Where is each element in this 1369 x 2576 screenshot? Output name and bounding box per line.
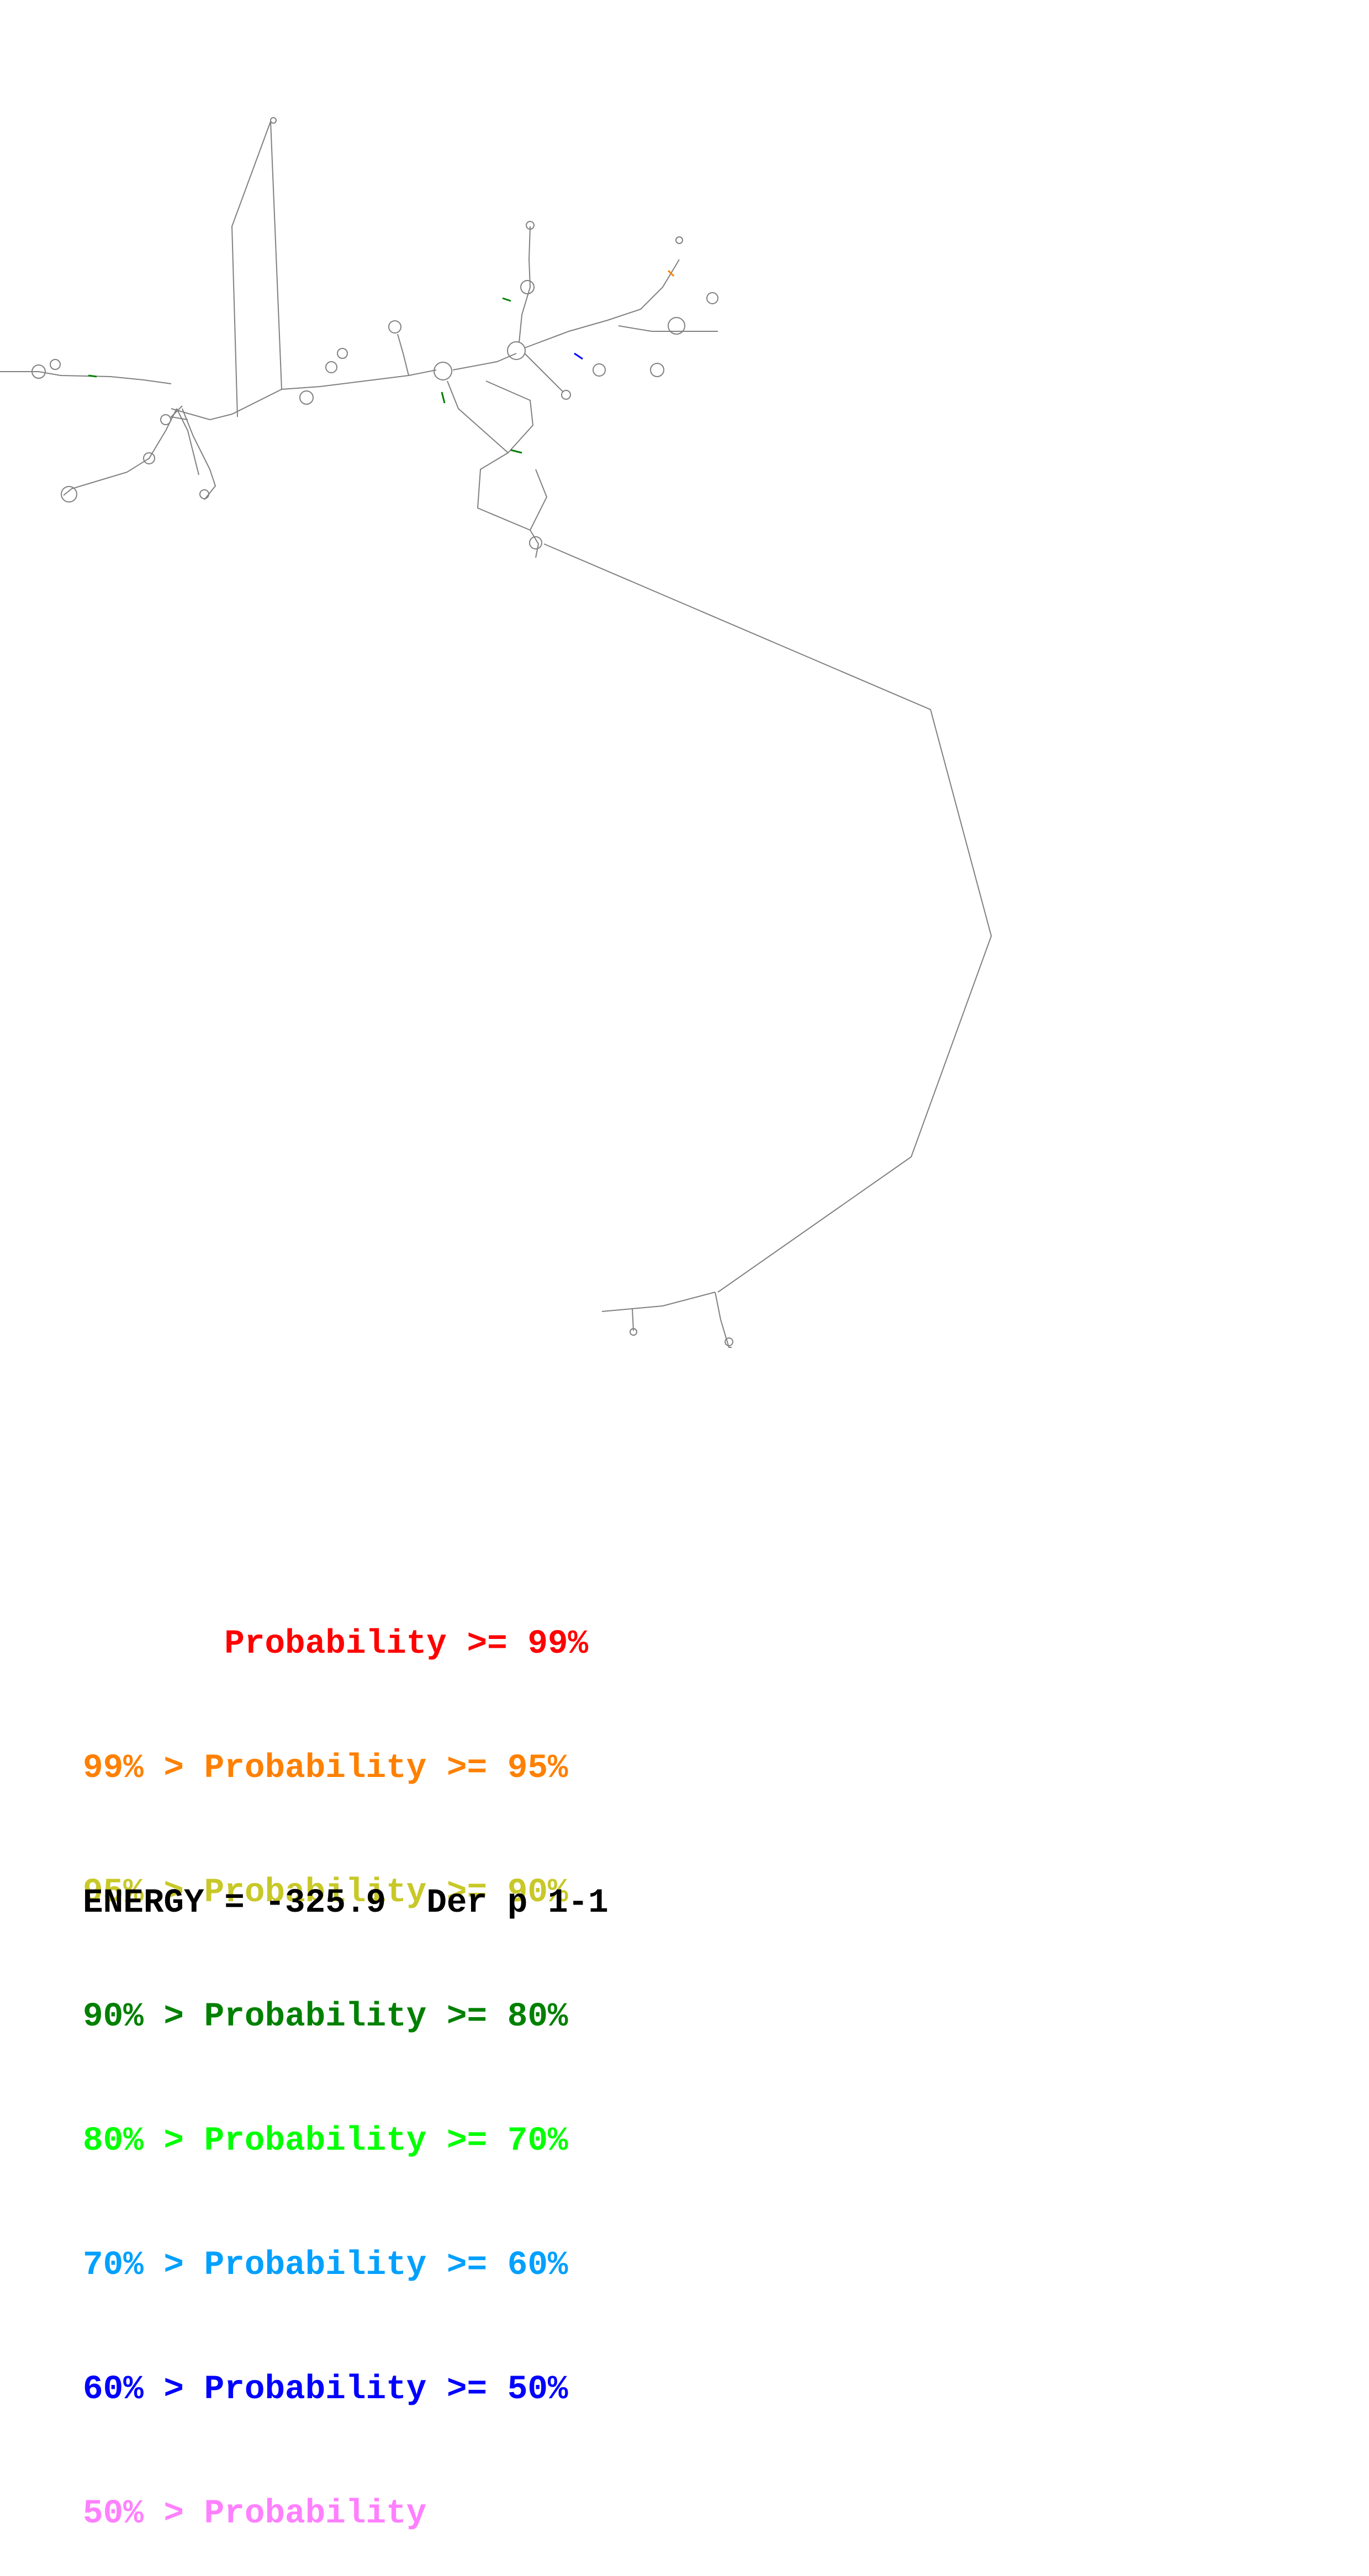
- long-single-strand-tail: [543, 543, 992, 1293]
- upper-right-branch: [519, 226, 531, 343]
- tall-hairpin-cap: [270, 117, 277, 124]
- left-lower-loop-3: [160, 414, 171, 425]
- left-arm-loop-1: [31, 364, 46, 379]
- far-right-loop-4: [593, 363, 606, 377]
- far-right-sub: [618, 325, 718, 332]
- rna-secondary-structure-diagram: [0, 117, 992, 1348]
- left-arm-loop-2: [50, 359, 61, 370]
- bottom-stem-left: [601, 1292, 716, 1312]
- pair-blue-right: [574, 352, 583, 360]
- central-connector: [171, 389, 282, 421]
- far-right-loop-3: [650, 363, 664, 377]
- pair-green-left: [88, 374, 97, 378]
- interior-loop-upper: [447, 380, 534, 454]
- right-multiloop: [507, 341, 526, 360]
- legend-entry-60: 70% > Probability >= 60%: [83, 2246, 568, 2284]
- right-stem: [452, 353, 517, 371]
- left-lower-loop: [61, 486, 77, 502]
- bottom-stem-right: [715, 1292, 732, 1348]
- lower-stem: [530, 530, 540, 558]
- center-branch-up: [397, 334, 409, 376]
- pair-green-lower: [510, 449, 522, 454]
- probability-legend: Probability >= 99% 99% > Probability >= …: [83, 1541, 588, 2576]
- left-lower-branch: [63, 408, 177, 496]
- interior-loop-lower: [477, 452, 548, 531]
- far-right-loop-1: [668, 317, 685, 335]
- bottom-hairpin-loop: [630, 1328, 637, 1336]
- molecule-name: Der p 1-1: [426, 1884, 609, 1922]
- center-stem: [281, 369, 437, 390]
- legend-entry-80: 90% > Probability >= 80%: [83, 1998, 568, 2036]
- far-right-loop-2: [706, 292, 718, 304]
- right-lower-sub: [524, 353, 564, 393]
- pair-green-center: [441, 392, 446, 404]
- far-right-loop-5: [675, 236, 683, 244]
- legend-entry-below-50: 50% > Probability: [83, 2495, 427, 2533]
- tall-hairpin-loop: [231, 121, 282, 417]
- center-loop-4: [388, 320, 401, 334]
- pair-green-right: [502, 297, 511, 302]
- left-connector-lines: [170, 405, 188, 420]
- center-loop-3: [337, 348, 348, 359]
- lower-small-loop: [529, 536, 542, 549]
- left-center-branch: [182, 408, 216, 500]
- center-loop-2: [325, 361, 337, 373]
- center-loop-1: [299, 390, 314, 405]
- legend-entry-90: 95% > Probability >= 90%: [83, 1874, 568, 1912]
- upper-right-loop: [526, 221, 535, 230]
- legend-entry-70: 80% > Probability >= 70%: [83, 2122, 568, 2160]
- left-center-branch-2: [176, 408, 199, 475]
- left-arm-stem: [0, 371, 172, 384]
- left-center-loop: [199, 489, 209, 499]
- multiloop-center: [434, 362, 452, 380]
- legend-entry-99: Probability >= 99%: [83, 1625, 589, 1663]
- left-lower-loop-2: [143, 452, 155, 464]
- bottom-hairpin: [632, 1308, 634, 1331]
- bottom-loop-right: [725, 1337, 733, 1346]
- legend-entry-50: 60% > Probability >= 50%: [83, 2371, 568, 2409]
- right-lower-loop: [561, 390, 571, 400]
- pair-orange-right: [667, 269, 675, 277]
- energy-value: ENERGY = -325.9: [83, 1884, 387, 1922]
- far-right-branch: [524, 259, 680, 348]
- legend-entry-95: 99% > Probability >= 95%: [83, 1749, 568, 1787]
- upper-right-loop-2: [520, 280, 535, 294]
- energy-footer: ENERGY = -325.9 Der p 1-1: [83, 1884, 609, 1922]
